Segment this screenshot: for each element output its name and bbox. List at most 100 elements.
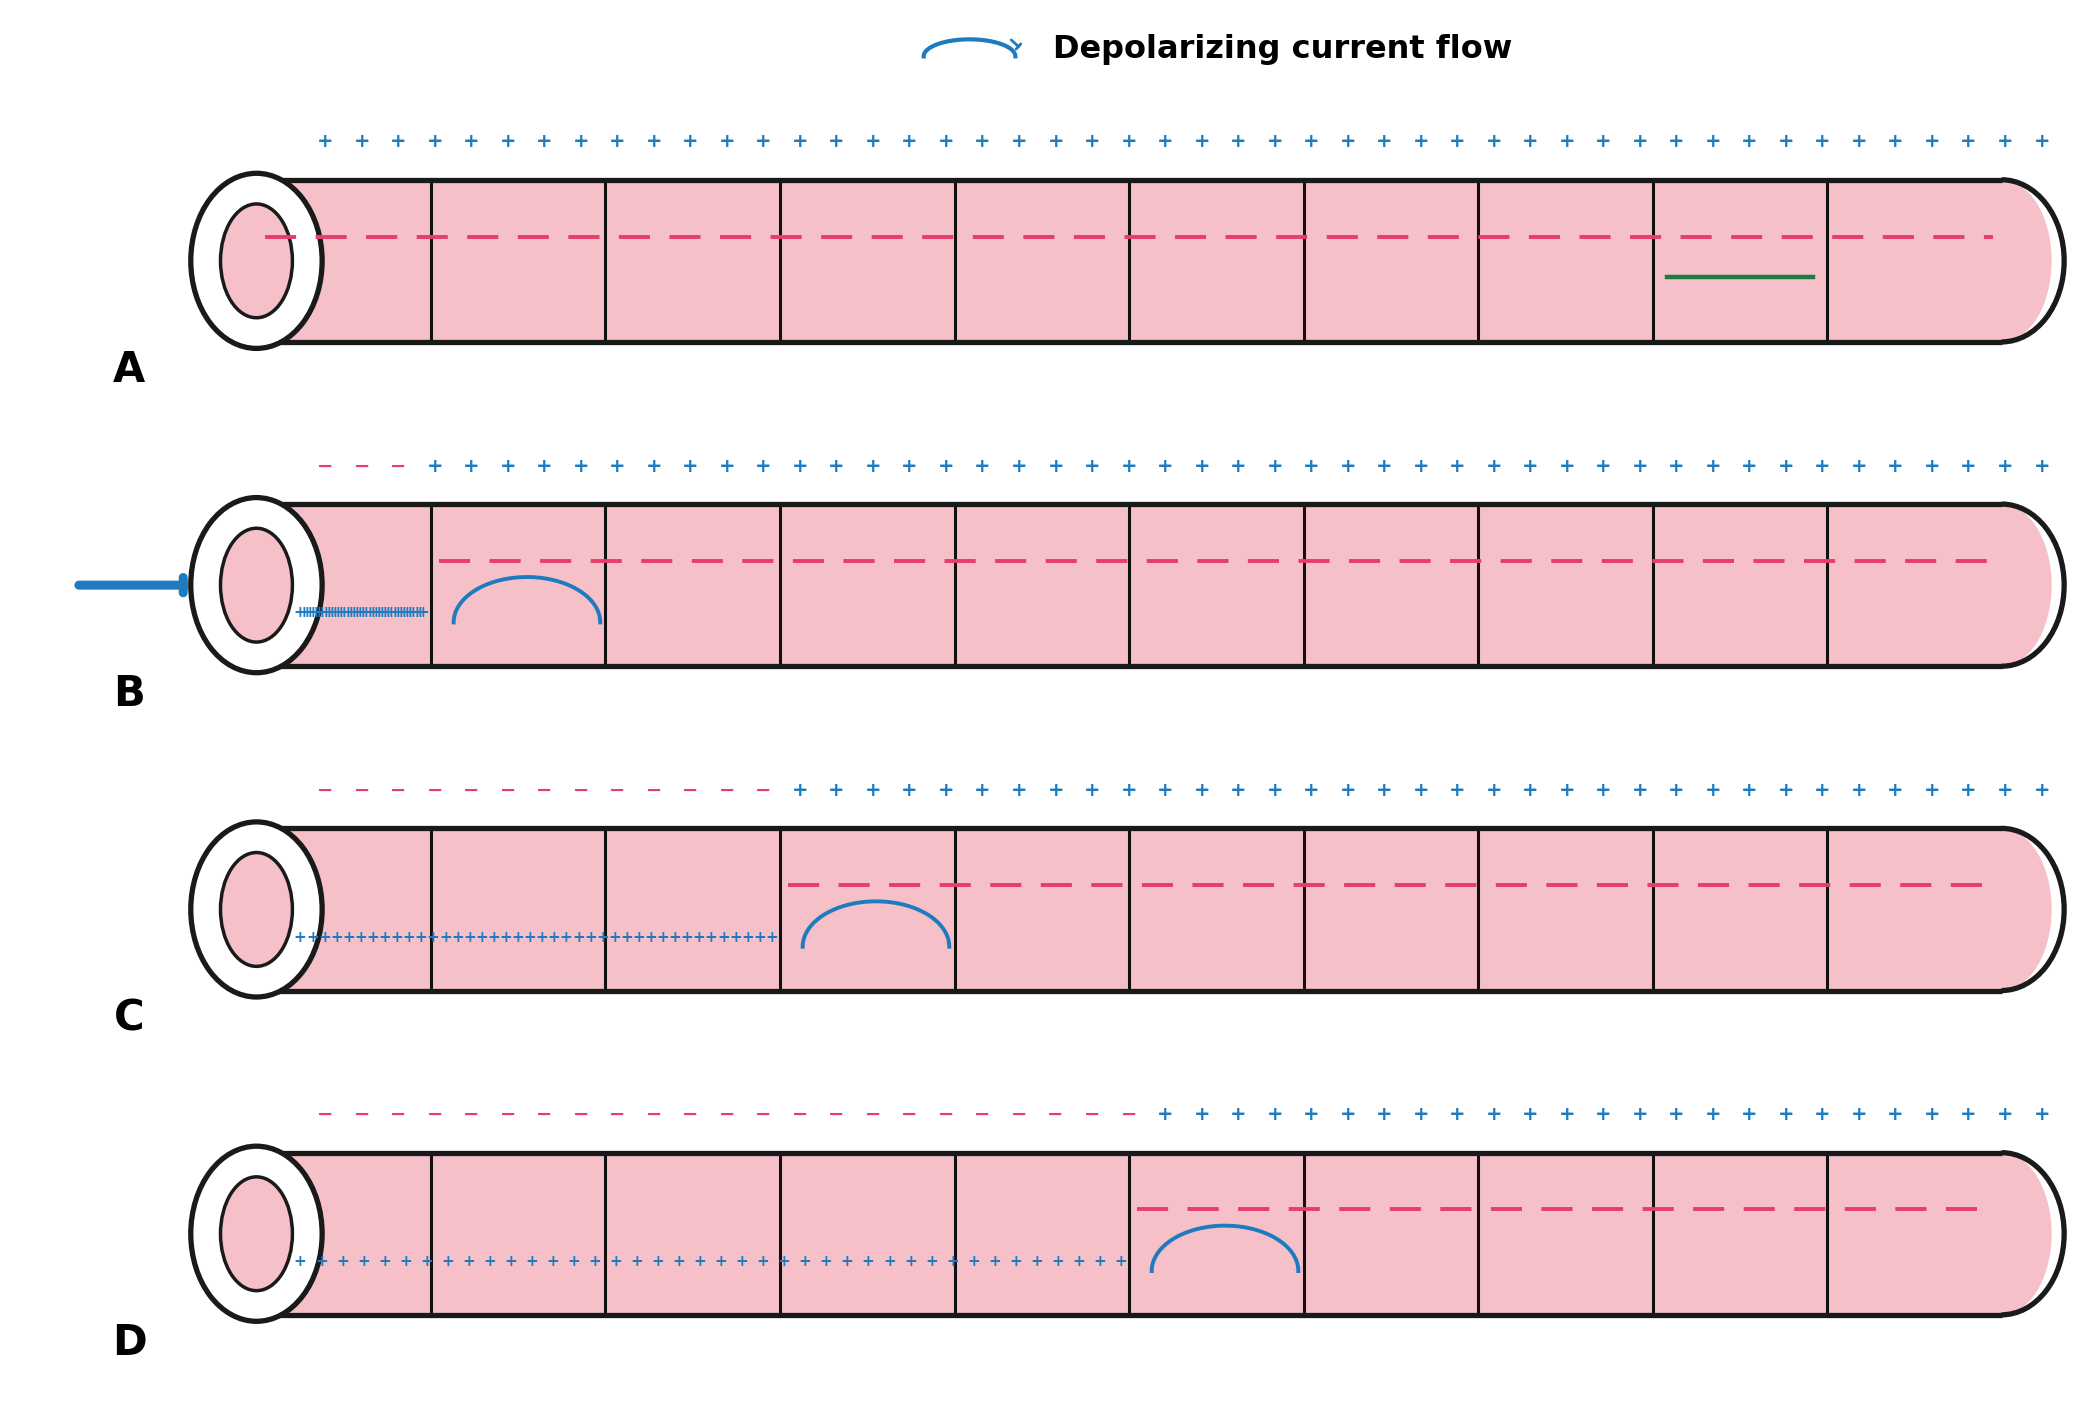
Text: +: + (1047, 457, 1063, 475)
Text: +: + (302, 605, 317, 620)
Text: +: + (740, 929, 755, 945)
Text: +: + (1960, 133, 1977, 151)
Ellipse shape (221, 529, 292, 642)
Text: +: + (463, 1253, 475, 1269)
Text: +: + (536, 457, 553, 475)
Text: +: + (1924, 133, 1941, 151)
Text: +: + (1851, 781, 1868, 799)
Text: +: + (442, 1253, 455, 1269)
Text: +: + (344, 605, 357, 620)
Text: −: − (463, 1105, 480, 1124)
Text: +: + (338, 605, 350, 620)
Text: +: + (1449, 457, 1466, 475)
Text: +: + (369, 605, 382, 620)
Ellipse shape (190, 173, 321, 348)
Text: +: + (1779, 1105, 1795, 1124)
Text: −: − (646, 1105, 663, 1124)
Text: +: + (377, 1253, 390, 1269)
Text: +: + (398, 1253, 413, 1269)
Text: +: + (905, 1253, 917, 1269)
Text: −: − (573, 781, 590, 799)
Text: +: + (1339, 1105, 1355, 1124)
Text: +: + (1051, 1253, 1063, 1269)
Text: +: + (682, 457, 698, 475)
Text: C: C (115, 998, 144, 1039)
Text: +: + (588, 1253, 600, 1269)
Text: +: + (1157, 781, 1174, 799)
Ellipse shape (1952, 1153, 2052, 1314)
Text: +: + (669, 929, 682, 945)
Text: +: + (407, 605, 419, 620)
Text: −: − (317, 781, 334, 799)
Text: +: + (1487, 781, 1501, 799)
Text: −: − (390, 781, 407, 799)
Text: +: + (1084, 457, 1101, 475)
Text: +: + (536, 929, 548, 945)
Text: −: − (354, 1105, 369, 1124)
Text: +: + (1376, 457, 1393, 475)
Text: +: + (865, 133, 882, 151)
Text: +: + (315, 605, 329, 620)
Text: +: + (1741, 133, 1758, 151)
Text: +: + (379, 605, 392, 620)
Text: +: + (1303, 781, 1320, 799)
Text: +: + (1960, 781, 1977, 799)
Text: +: + (882, 1253, 897, 1269)
Text: −: − (1011, 1105, 1028, 1124)
Text: +: + (1741, 781, 1758, 799)
Text: +: + (1997, 457, 2014, 475)
Text: +: + (1266, 457, 1282, 475)
Text: +: + (1779, 457, 1795, 475)
Text: +: + (1487, 1105, 1501, 1124)
Text: +: + (828, 457, 844, 475)
Text: +: + (1668, 1105, 1685, 1124)
Text: +: + (926, 1253, 938, 1269)
Text: +: + (1072, 1253, 1084, 1269)
Ellipse shape (1952, 180, 2052, 343)
Text: +: + (390, 929, 402, 945)
Text: +: + (1084, 133, 1101, 151)
Text: +: + (2033, 457, 2050, 475)
Text: +: + (332, 605, 344, 620)
Text: +: + (450, 929, 463, 945)
Text: +: + (1668, 457, 1685, 475)
Text: +: + (463, 929, 475, 945)
Text: +: + (1449, 1105, 1466, 1124)
Text: +: + (609, 133, 626, 151)
Text: +: + (1266, 133, 1282, 151)
Text: +: + (296, 605, 311, 620)
Text: +: + (1522, 781, 1539, 799)
Text: +: + (379, 929, 392, 945)
Text: +: + (317, 133, 334, 151)
Text: +: + (584, 929, 596, 945)
Text: +: + (828, 781, 844, 799)
Text: +: + (1851, 1105, 1868, 1124)
Text: +: + (730, 929, 742, 945)
Text: +: + (440, 929, 452, 945)
Text: +: + (1487, 457, 1501, 475)
Text: +: + (1120, 133, 1136, 151)
Text: +: + (901, 781, 917, 799)
Text: +: + (1230, 1105, 1247, 1124)
Text: +: + (1560, 781, 1574, 799)
Text: +: + (1303, 1105, 1320, 1124)
Text: −: − (755, 781, 771, 799)
Text: +: + (357, 1253, 369, 1269)
Text: +: + (1668, 781, 1685, 799)
Text: +: + (294, 605, 306, 620)
Text: +: + (719, 133, 736, 151)
Text: +: + (1449, 781, 1466, 799)
Text: +: + (1706, 1105, 1722, 1124)
Text: +: + (367, 605, 379, 620)
Text: −: − (828, 1105, 844, 1124)
Text: −: − (354, 781, 369, 799)
Text: −: − (646, 781, 663, 799)
Text: −: − (390, 1105, 407, 1124)
Text: +: + (1741, 457, 1758, 475)
Text: +: + (1887, 781, 1904, 799)
Text: +: + (398, 605, 411, 620)
Text: +: + (596, 929, 609, 945)
Text: +: + (967, 1253, 980, 1269)
Text: B: B (113, 674, 146, 715)
Text: +: + (1633, 133, 1647, 151)
